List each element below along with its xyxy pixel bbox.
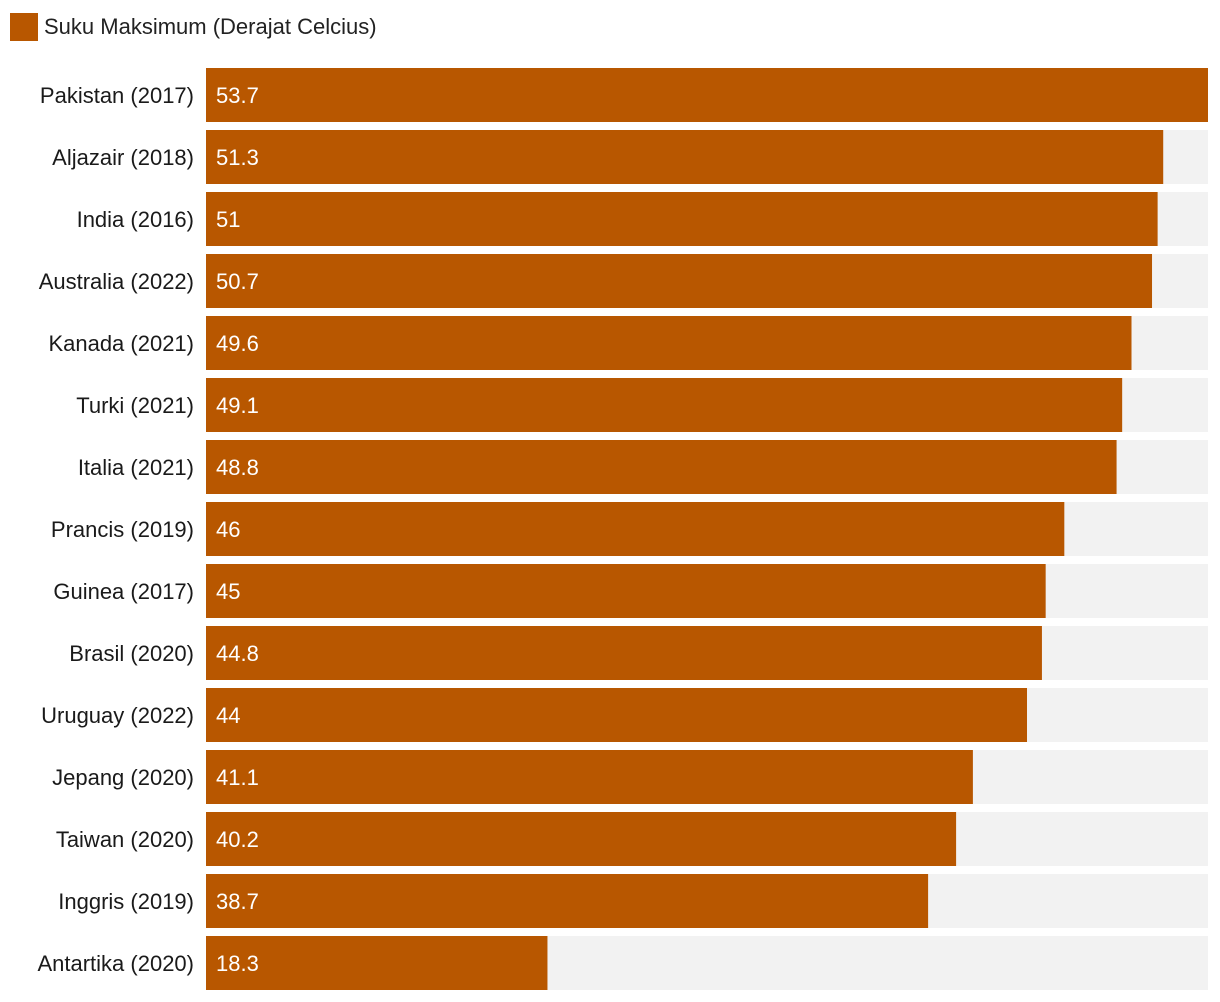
bar-row: Uruguay (2022) 44 (41, 688, 1208, 742)
bar (206, 750, 973, 804)
value-label: 38.7 (216, 889, 259, 914)
bar-row: Aljazair (2018) 51.3 (52, 130, 1208, 184)
bar (206, 440, 1117, 494)
legend-label: Suku Maksimum (Derajat Celcius) (44, 14, 377, 39)
bar (206, 688, 1028, 742)
bar-row: Jepang (2020) 41.1 (52, 750, 1208, 804)
category-label: Pakistan (2017) (40, 83, 194, 108)
bar (206, 874, 929, 928)
bar (206, 192, 1158, 246)
category-label: India (2016) (77, 207, 194, 232)
category-label: Antartika (2020) (37, 951, 194, 976)
value-label: 40.2 (216, 827, 259, 852)
value-label: 51.3 (216, 145, 259, 170)
bar (206, 626, 1042, 680)
bar (206, 502, 1065, 556)
value-label: 48.8 (216, 455, 259, 480)
category-label: Aljazair (2018) (52, 145, 194, 170)
value-label: 53.7 (216, 83, 259, 108)
bar-row: Inggris (2019) 38.7 (58, 874, 1208, 928)
bar (206, 68, 1208, 122)
bar-rows: Pakistan (2017) 53.7 Aljazair (2018) 51.3 In… (37, 68, 1208, 990)
value-label: 49.1 (216, 393, 259, 418)
category-label: Jepang (2020) (52, 765, 194, 790)
bar-row: Pakistan (2017) 53.7 (40, 68, 1208, 122)
bar-row: Guinea (2017) 45 (53, 564, 1208, 618)
value-label: 44 (216, 703, 240, 728)
bar (206, 812, 957, 866)
bar (206, 254, 1153, 308)
bar-row: Kanada (2021) 49.6 (48, 316, 1208, 370)
bar (206, 564, 1046, 618)
category-label: Italia (2021) (78, 455, 194, 480)
value-label: 46 (216, 517, 240, 542)
category-label: Kanada (2021) (48, 331, 194, 356)
bar (206, 316, 1132, 370)
value-label: 18.3 (216, 951, 259, 976)
category-label: Guinea (2017) (53, 579, 194, 604)
category-label: Uruguay (2022) (41, 703, 194, 728)
value-label: 45 (216, 579, 240, 604)
bar (206, 130, 1164, 184)
bar-row: India (2016) 51 (77, 192, 1208, 246)
category-label: Turki (2021) (76, 393, 194, 418)
bar-row: Italia (2021) 48.8 (78, 440, 1208, 494)
category-label: Australia (2022) (39, 269, 194, 294)
bar-row: Prancis (2019) 46 (51, 502, 1208, 556)
legend-swatch (10, 13, 38, 41)
bar (206, 936, 548, 990)
category-label: Inggris (2019) (58, 889, 194, 914)
value-label: 41.1 (216, 765, 259, 790)
value-label: 51 (216, 207, 240, 232)
value-label: 49.6 (216, 331, 259, 356)
value-label: 50.7 (216, 269, 259, 294)
category-label: Prancis (2019) (51, 517, 194, 542)
value-label: 44.8 (216, 641, 259, 666)
bar-row: Brasil (2020) 44.8 (69, 626, 1208, 680)
category-label: Brasil (2020) (69, 641, 194, 666)
bar-row: Turki (2021) 49.1 (76, 378, 1208, 432)
bar-row: Antartika (2020) 18.3 (37, 936, 1208, 990)
legend: Suku Maksimum (Derajat Celcius) (10, 13, 377, 41)
bar-row: Australia (2022) 50.7 (39, 254, 1208, 308)
category-label: Taiwan (2020) (56, 827, 194, 852)
bar (206, 378, 1123, 432)
bar-row: Taiwan (2020) 40.2 (56, 812, 1208, 866)
